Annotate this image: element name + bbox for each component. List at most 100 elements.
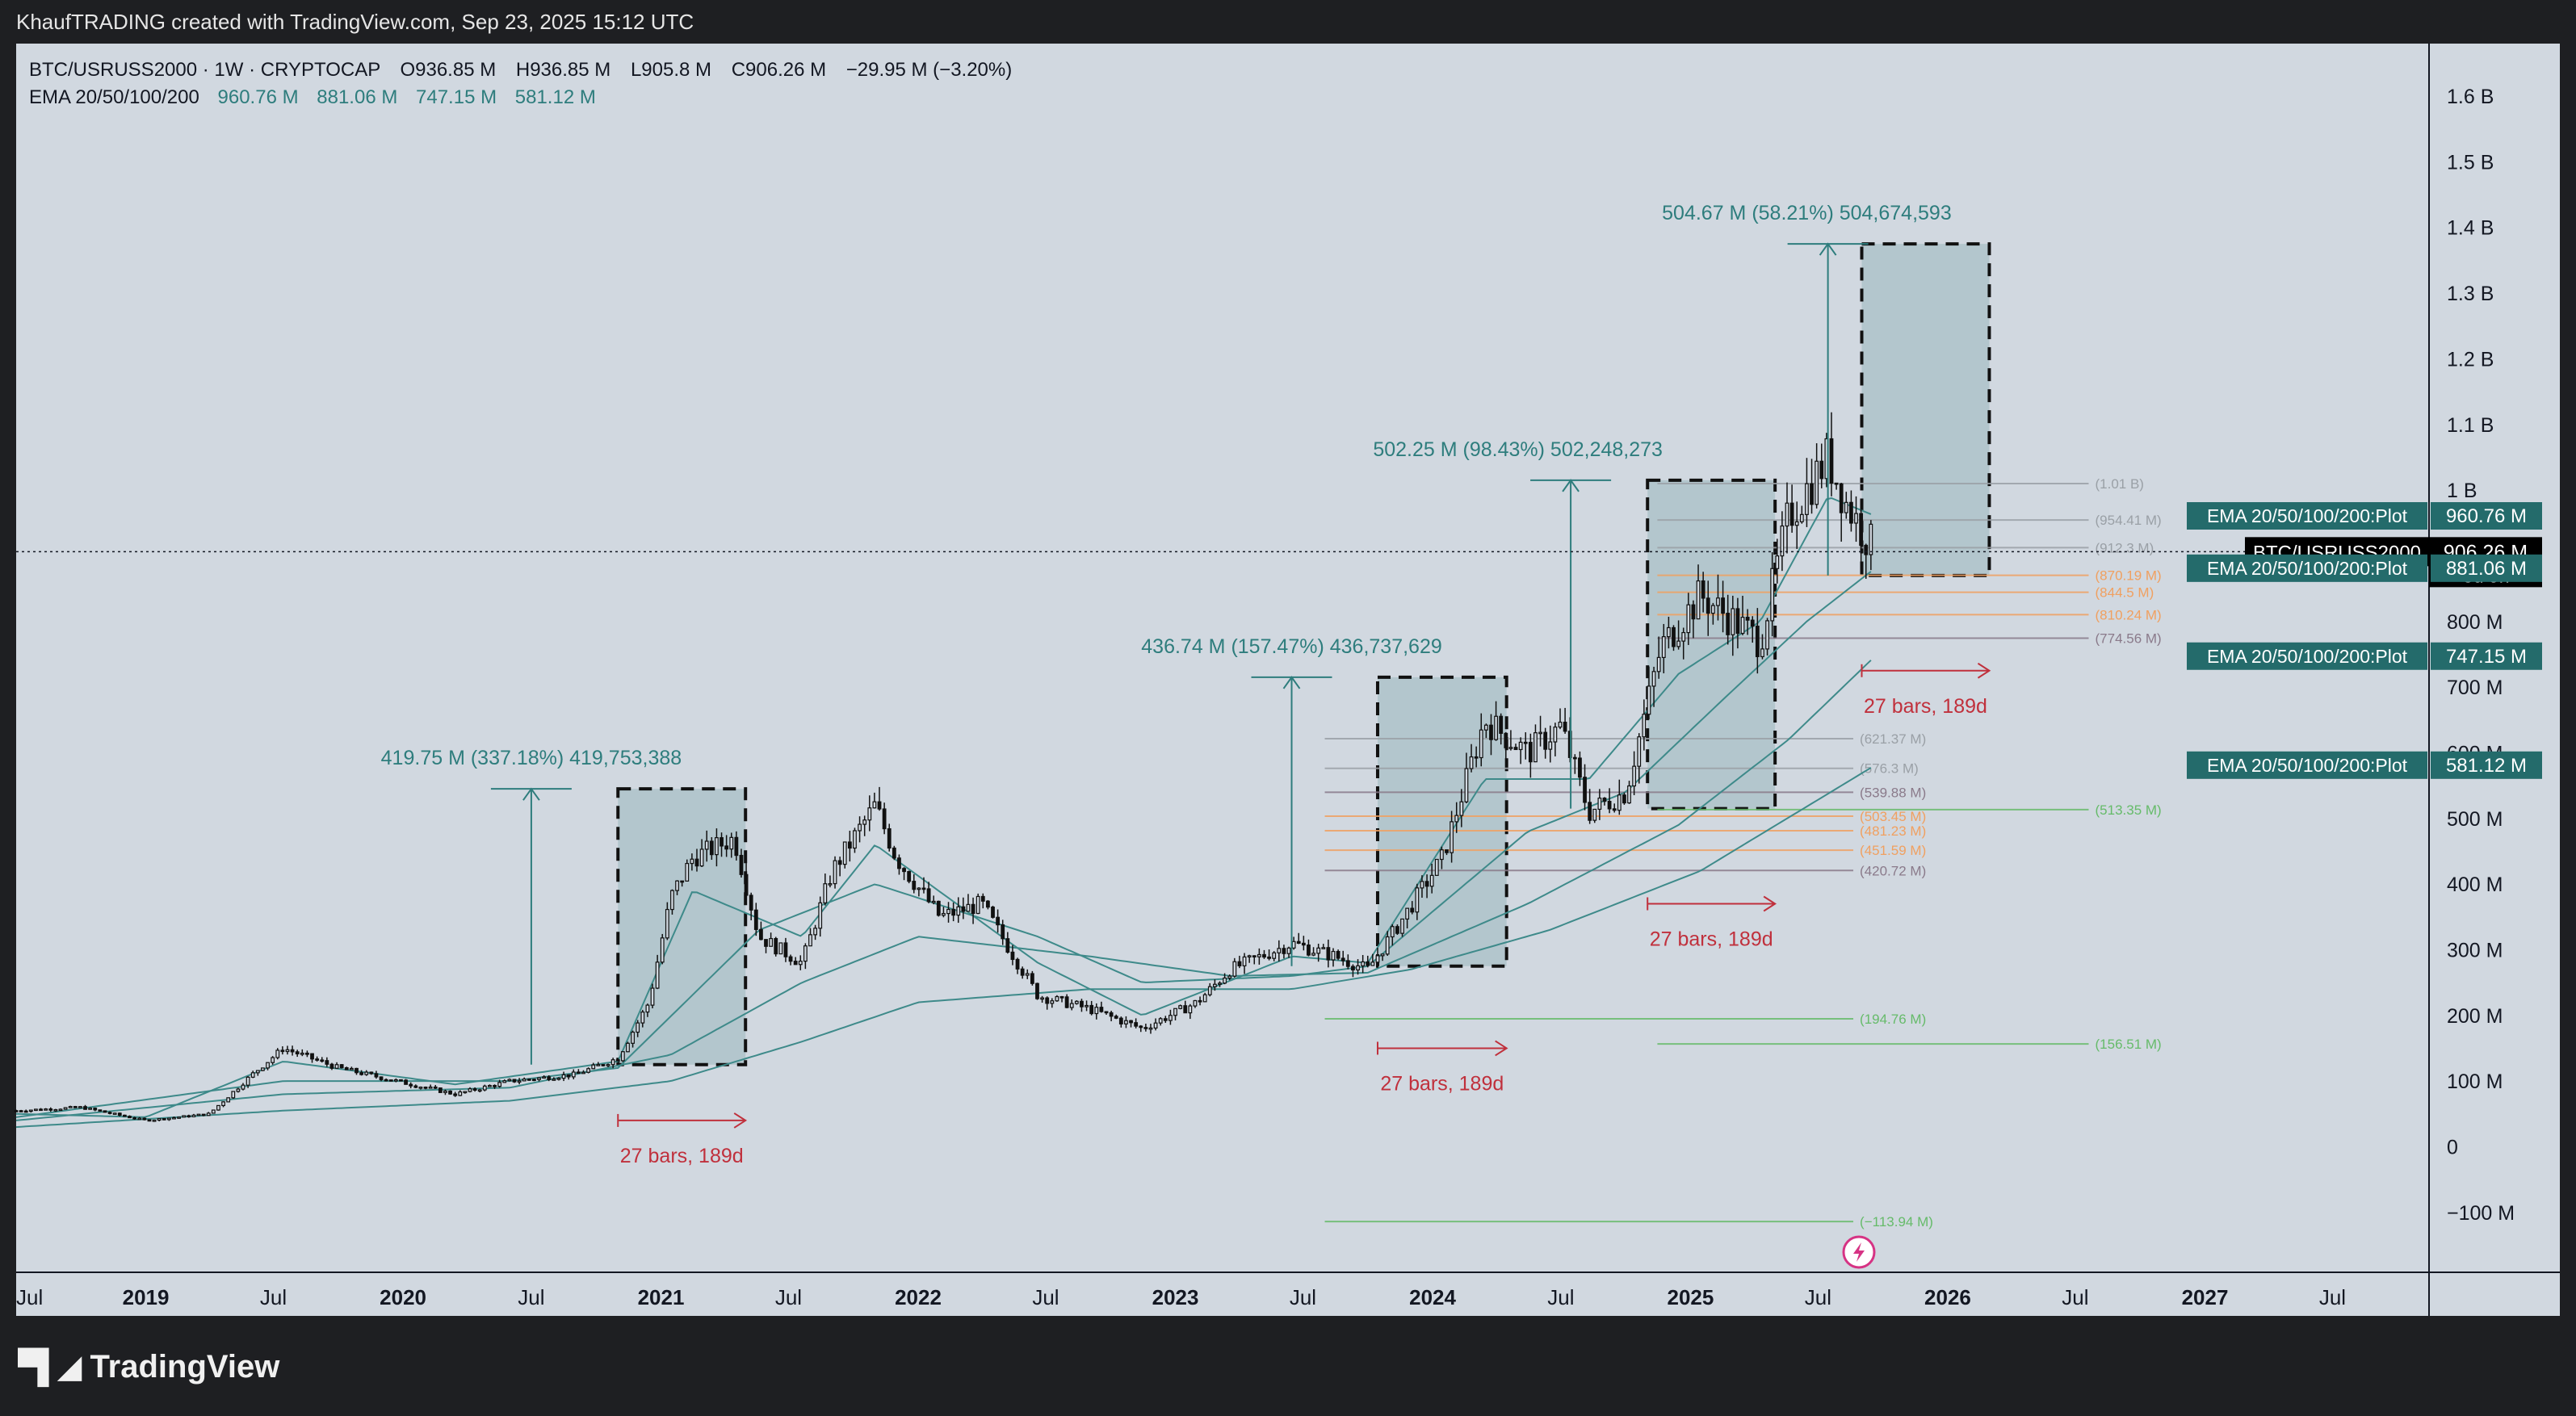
candle-body — [1854, 513, 1858, 524]
candle-body — [1030, 973, 1034, 984]
candle-body — [1572, 756, 1577, 760]
candle-body — [1336, 950, 1340, 959]
candle-body — [1538, 731, 1542, 735]
candle-body — [552, 1079, 556, 1081]
candle-body — [877, 801, 882, 810]
ema-plot-tag[interactable] — [2187, 554, 2427, 582]
candle-body — [226, 1097, 231, 1103]
legend-symbol-line: BTC/USRUSS2000 · 1W · CRYPTOCAP O936.85 … — [29, 59, 1012, 81]
candle-body — [339, 1064, 344, 1069]
candle-body — [1059, 995, 1064, 999]
candle-body — [493, 1084, 497, 1087]
candle-body — [542, 1076, 547, 1079]
candle-body — [808, 934, 812, 947]
candle-body — [1789, 502, 1794, 526]
candle-body — [177, 1116, 181, 1119]
candle-body — [1785, 502, 1789, 527]
candle-body — [586, 1068, 591, 1073]
y-tick-label: 200 M — [2447, 1005, 2503, 1028]
snapshot-caption: KhaufTRADING created with TradingView.co… — [16, 10, 694, 34]
y-tick-label: 100 M — [2447, 1070, 2503, 1093]
candle-body — [78, 1106, 82, 1108]
candle-body — [58, 1108, 63, 1112]
candle-body — [423, 1087, 428, 1089]
candle-body — [453, 1093, 458, 1096]
candle-body — [1178, 1005, 1183, 1009]
legend-ema-100: 747.15 M — [416, 86, 497, 108]
candle-body — [1622, 794, 1626, 804]
candle-body — [645, 1004, 650, 1013]
y-tick-label: 1.6 B — [2447, 86, 2494, 108]
ema-line-ema-20[interactable] — [15, 496, 1872, 1118]
candle-body — [428, 1086, 433, 1089]
bars-range-label: 27 bars, 189d — [1650, 928, 1773, 951]
ema-plot-tag[interactable] — [2187, 751, 2427, 779]
ema-value-tag[interactable] — [2431, 751, 2542, 779]
fib-level-label: (576.3 M) — [1860, 761, 1919, 777]
candle-body — [34, 1108, 38, 1112]
ema-value-tag-label: 581.12 M — [2446, 755, 2527, 777]
candle-body — [571, 1071, 576, 1078]
candle-body — [690, 858, 694, 865]
projection-box[interactable] — [616, 787, 748, 1066]
candle-body — [1158, 1018, 1163, 1024]
projection-box[interactable] — [1375, 675, 1508, 968]
candle-body — [670, 890, 674, 911]
ema-line-ema-200[interactable] — [15, 767, 1872, 1129]
candle-body — [1578, 757, 1582, 778]
candle-body — [404, 1079, 408, 1085]
candle-body — [1188, 1005, 1193, 1014]
candle-body — [660, 937, 665, 963]
candle-body — [1237, 961, 1242, 966]
candle-body — [103, 1110, 107, 1113]
candle-body — [1198, 999, 1202, 1003]
candle-body — [715, 837, 719, 856]
y-tick-label: 1 B — [2447, 480, 2477, 502]
ema-value-tag[interactable] — [2431, 502, 2542, 530]
snapshot-bolt-icon[interactable] — [1842, 1235, 1876, 1269]
candle-body — [1765, 620, 1769, 650]
candle-body — [615, 1059, 620, 1062]
x-tick-label: Jul — [1547, 1285, 1574, 1309]
projection-box[interactable] — [1860, 242, 1991, 577]
fib-level-label: (539.88 M) — [1860, 785, 1926, 800]
candle-body — [720, 837, 724, 847]
candle-body — [236, 1088, 241, 1092]
candle-body — [1345, 960, 1350, 967]
candle-body — [477, 1089, 482, 1092]
candle-body — [48, 1108, 53, 1111]
candle-body — [364, 1071, 369, 1075]
candle-body — [1183, 1005, 1188, 1014]
candle-body — [1153, 1022, 1158, 1029]
ema-value-tag-label: 881.06 M — [2446, 558, 2527, 580]
candle-body — [1069, 1003, 1074, 1008]
ema-plot-tag[interactable] — [2187, 502, 2427, 530]
candle-body — [1415, 887, 1420, 913]
ema-plot-tag[interactable] — [2187, 642, 2427, 670]
candle-body — [23, 1110, 28, 1113]
ema-value-tag-label: 747.15 M — [2446, 646, 2527, 668]
ema-line-ema-50[interactable] — [15, 571, 1872, 1118]
candle-body — [610, 1059, 615, 1066]
fib-level-label: (912.3 M) — [2096, 540, 2154, 555]
candle-body — [882, 808, 887, 830]
candle-body — [53, 1108, 58, 1112]
candle-body — [566, 1074, 571, 1078]
tradingview-logo[interactable]: ▀▌◢ TradingView — [18, 1347, 279, 1387]
candle-body — [655, 961, 660, 989]
candle-body — [1252, 955, 1257, 957]
candle-body — [1040, 997, 1044, 1000]
candle-body — [191, 1114, 196, 1117]
ema-value-tag[interactable] — [2431, 554, 2542, 582]
candle-body — [162, 1118, 166, 1121]
ema-value-tag[interactable] — [2431, 642, 2542, 670]
candle-body — [1815, 460, 1819, 505]
candle-body — [961, 906, 966, 912]
y-tick-label: 700 M — [2447, 677, 2503, 699]
candle-body — [1193, 999, 1198, 1007]
ema-line-ema-100[interactable] — [15, 660, 1872, 1121]
candle-body — [926, 888, 931, 903]
candle-body — [448, 1090, 452, 1095]
candle-body — [409, 1083, 413, 1087]
